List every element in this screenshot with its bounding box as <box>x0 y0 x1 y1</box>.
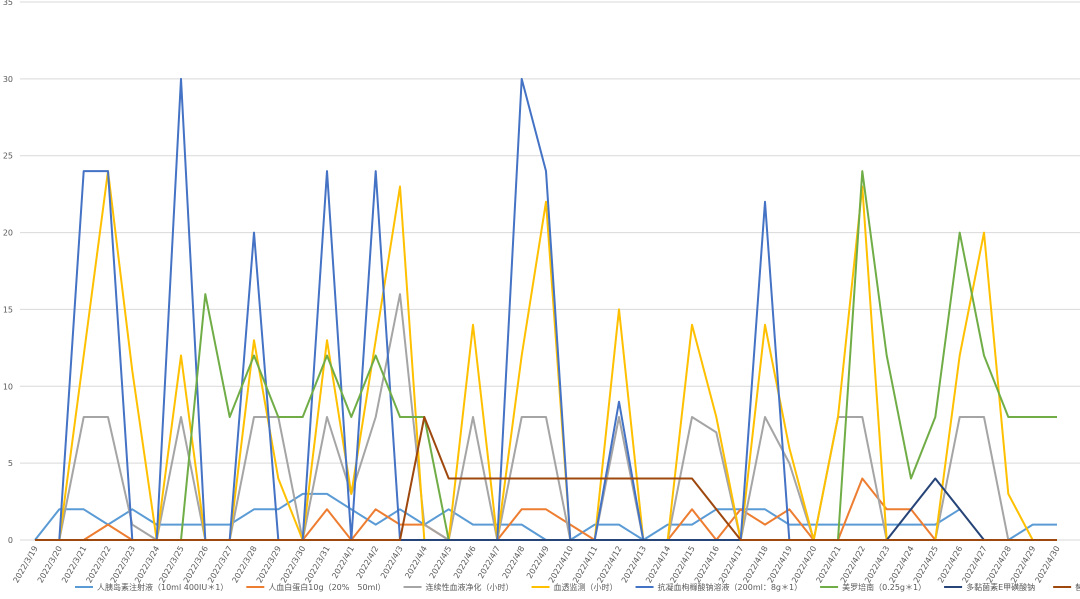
x-tick-label: 2022/3/20 <box>36 545 64 585</box>
x-tick-label: 2022/3/30 <box>279 545 307 585</box>
x-tick-label: 2022/4/7 <box>476 545 502 581</box>
x-tick-label: 2022/3/22 <box>84 545 112 585</box>
legend-label: 血透监测（小时） <box>554 582 618 592</box>
x-tick-label: 2022/4/6 <box>452 545 478 581</box>
x-tick-label: 2022/4/19 <box>766 545 794 585</box>
series-line <box>35 477 1057 541</box>
x-tick-label: 2022/3/25 <box>157 545 185 585</box>
legend-label: 人胰岛素注射液（10ml 400IU＊1） <box>97 582 228 592</box>
x-tick-label: 2022/4/8 <box>501 545 527 581</box>
x-tick-label: 2022/3/29 <box>255 545 283 585</box>
y-tick-label: 10 <box>3 382 13 391</box>
legend: 人胰岛素注射液（10ml 400IU＊1） 人血白蛋白10g（20% 50ml） 连… <box>75 582 1080 592</box>
series-line <box>35 416 1057 541</box>
x-tick-label: 2022/4/9 <box>525 545 551 581</box>
legend-label: 连续性血液净化（小时） <box>426 582 514 592</box>
x-tick-label: 2022/4/14 <box>644 545 672 585</box>
x-tick-label: 2022/4/30 <box>1033 545 1061 585</box>
legend-label: 人血白蛋白10g（20% 50ml） <box>268 582 385 592</box>
x-tick-label: 2022/4/5 <box>428 545 454 581</box>
x-tick-label: 2022/3/31 <box>303 545 331 585</box>
x-tick-label: 2022/4/22 <box>839 545 867 585</box>
x-tick-label: 2022/4/20 <box>790 545 818 585</box>
x-tick-label: 2022/4/29 <box>1009 545 1037 585</box>
x-tick-label: 2022/4/11 <box>571 545 599 585</box>
y-tick-label: 15 <box>3 305 13 314</box>
y-tick-label: 25 <box>3 152 13 161</box>
x-tick-label: 2022/4/4 <box>403 545 429 581</box>
legend-label: 抗凝血枸橼酸钠溶液（200ml：8g＊1） <box>658 582 803 592</box>
x-tick-label: 2022/3/24 <box>133 545 161 585</box>
x-tick-label: 2022/4/23 <box>863 545 891 585</box>
x-tick-label: 2022/4/2 <box>355 545 381 581</box>
x-tick-label: 2022/4/10 <box>547 545 575 585</box>
legend-label: 多黏菌素E甲磺酸钠 <box>966 582 1035 592</box>
x-tick-label: 2022/4/1 <box>330 545 356 581</box>
legend-label: 替加环素 <box>1075 582 1080 592</box>
x-tick-label: 2022/4/21 <box>814 545 842 585</box>
x-tick-label: 2022/3/26 <box>182 545 210 585</box>
x-tick-label: 2022/4/15 <box>668 545 696 585</box>
y-tick-label: 30 <box>3 75 13 84</box>
x-tick-label: 2022/4/26 <box>936 545 964 585</box>
x-tick-label: 2022/4/3 <box>379 545 405 581</box>
y-tick-label: 0 <box>8 536 13 545</box>
y-tick-label: 5 <box>8 459 13 468</box>
x-tick-label: 2022/3/28 <box>230 545 258 585</box>
x-tick-label: 2022/4/28 <box>985 545 1013 585</box>
x-tick-label: 2022/4/16 <box>693 545 721 585</box>
x-tick-label: 2022/4/18 <box>741 545 769 585</box>
x-tick-label: 2022/3/23 <box>109 545 137 585</box>
x-tick-label: 2022/4/27 <box>960 545 988 585</box>
x-tick-label: 2022/3/19 <box>11 545 39 585</box>
y-tick-label: 35 <box>3 0 13 7</box>
x-tick-label: 2022/4/25 <box>912 545 940 585</box>
y-tick-label: 20 <box>3 229 13 238</box>
x-tick-label: 2022/4/13 <box>620 545 648 585</box>
legend-label: 美罗培南（0.25g＊1） <box>842 582 926 592</box>
x-tick-label: 2022/3/27 <box>206 545 234 585</box>
x-tick-label: 2022/4/12 <box>595 545 623 585</box>
x-tick-label: 2022/3/21 <box>60 545 88 585</box>
x-tick-label: 2022/4/17 <box>717 545 745 585</box>
x-tick-label: 2022/4/24 <box>887 545 915 585</box>
